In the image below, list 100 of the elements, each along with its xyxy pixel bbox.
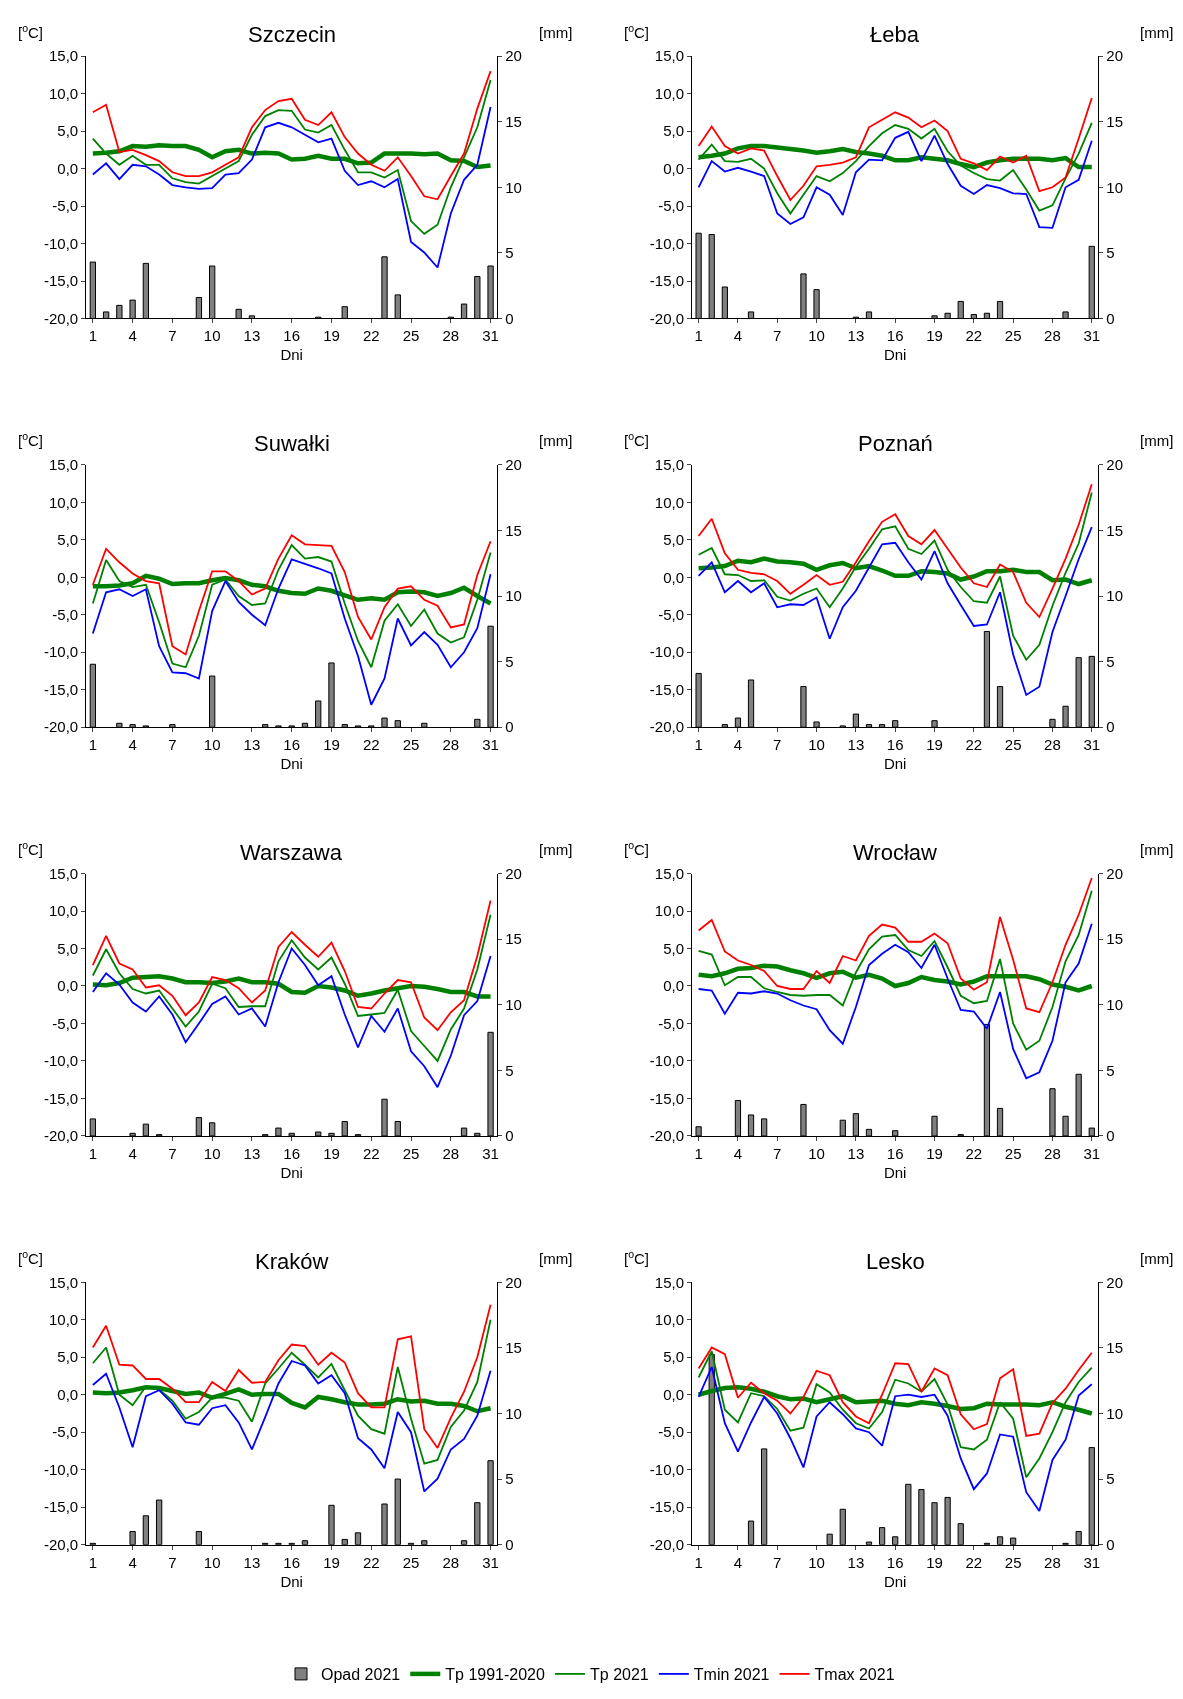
x-tick-label: 31: [482, 736, 499, 754]
y-tick-label: 5,0: [57, 531, 79, 549]
y-tick-label: -10,0: [44, 643, 79, 661]
y-tick-label: -15,0: [649, 680, 685, 698]
x-tick-label: 1: [88, 736, 98, 754]
y-tick-label: -15,0: [44, 1498, 79, 1516]
x-tick-label: 16: [283, 327, 301, 345]
x-tick-label: 4: [128, 1144, 137, 1162]
y2-tick-label: 10: [505, 1404, 522, 1422]
x-tick-label: 13: [243, 736, 261, 754]
y-tick-label: -10,0: [649, 643, 685, 661]
y-tick-label: 5,0: [663, 122, 685, 140]
y2-axis-title: [mm]: [1140, 1250, 1174, 1267]
x-tick-label: 25: [1004, 1553, 1022, 1571]
x-axis-title: Dni: [280, 346, 303, 364]
y2-tick-label: 20: [505, 1273, 522, 1291]
x-tick-label: 7: [168, 1144, 177, 1162]
y2-tick-label: 10: [505, 178, 522, 196]
y2-tick-label: 5: [505, 652, 514, 670]
x-tick-label: 7: [168, 327, 177, 345]
x-tick-label: 1: [694, 1144, 703, 1162]
y2-tick-label: 20: [1106, 864, 1124, 882]
x-tick-label: 4: [733, 736, 743, 754]
y2-tick-label: 20: [1106, 47, 1124, 65]
x-tick-label: 13: [243, 327, 261, 345]
y-tick-label: -5,0: [658, 1014, 685, 1032]
x-tick-label: 16: [886, 1144, 904, 1162]
y-axis-title: [$^{o}$C]: [624, 839, 650, 859]
x-tick-label: 19: [926, 327, 943, 345]
y-axis-title: [$^{o}$C]: [624, 1248, 650, 1268]
y-tick-label: -10,0: [44, 234, 79, 252]
x-tick-label: 4: [733, 1553, 743, 1571]
y-tick-label: -5,0: [658, 606, 685, 624]
y-tick-label: 10,0: [654, 493, 685, 511]
y2-tick-label: 15: [1106, 1339, 1124, 1357]
x-tick-label: 28: [1044, 1553, 1061, 1571]
y-tick-label: 10,0: [654, 1311, 685, 1328]
x-tick-label: 22: [965, 736, 983, 754]
y-tick-label: -20,0: [44, 309, 79, 327]
y2-tick-label: 20: [505, 456, 522, 474]
y2-tick-label: 10: [1106, 1404, 1124, 1422]
x-tick-label: 25: [402, 1553, 420, 1571]
legend-label: Tmin 2021: [693, 1666, 770, 1684]
x-tick-label: 13: [847, 1553, 865, 1571]
x-tick-label: 16: [283, 1553, 301, 1571]
y2-tick-label: 5: [1106, 1061, 1115, 1079]
y2-tick-label: 0: [1106, 309, 1115, 327]
y-tick-label: 0,0: [57, 159, 79, 177]
x-tick-label: 13: [243, 1553, 261, 1571]
x-tick-label: 31: [482, 1144, 499, 1162]
y-tick-label: -20,0: [44, 1535, 79, 1553]
y2-tick-label: 5: [505, 1470, 514, 1488]
y-tick-label: 10,0: [49, 84, 79, 102]
y-tick-label: 15,0: [49, 47, 79, 65]
y2-tick-label: 15: [505, 930, 522, 948]
chart-title: Suwałki: [254, 431, 330, 456]
x-tick-label: 1: [694, 327, 703, 345]
y-tick-label: 10,0: [654, 84, 685, 102]
x-tick-label: 28: [1044, 736, 1061, 754]
x-tick-label: 7: [773, 327, 782, 345]
x-tick-label: 31: [1083, 1144, 1101, 1162]
y2-tick-label: 0: [1106, 718, 1115, 736]
y-tick-label: -10,0: [649, 234, 685, 252]
y2-axis-title: [mm]: [539, 432, 573, 449]
y2-axis-title: [mm]: [539, 841, 573, 858]
y-tick-label: -5,0: [52, 197, 79, 215]
x-tick-label: 25: [402, 327, 420, 345]
legend-label: Tmax 2021: [814, 1666, 895, 1684]
y2-tick-label: 0: [505, 309, 514, 327]
x-axis-title: Dni: [280, 1163, 303, 1181]
x-tick-label: 19: [926, 1553, 943, 1571]
x-tick-label: 31: [1083, 1553, 1101, 1571]
y-tick-label: 0,0: [57, 1385, 79, 1403]
y-tick-label: 15,0: [654, 456, 685, 474]
y-tick-label: -10,0: [649, 1460, 685, 1478]
x-tick-label: 19: [323, 1144, 340, 1162]
x-tick-label: 1: [88, 1144, 98, 1162]
x-tick-label: 4: [733, 1144, 743, 1162]
x-tick-label: 22: [965, 327, 983, 345]
y-tick-label: 5,0: [57, 939, 79, 957]
y2-tick-label: 10: [1106, 587, 1124, 605]
y2-tick-label: 0: [505, 1127, 514, 1145]
y2-tick-label: 10: [1106, 996, 1124, 1013]
x-tick-label: 7: [168, 1553, 177, 1571]
x-tick-label: 13: [243, 1144, 261, 1162]
x-tick-label: 10: [808, 1553, 825, 1571]
x-tick-label: 28: [442, 1553, 460, 1571]
y2-tick-label: 15: [1106, 112, 1124, 130]
x-tick-label: 22: [362, 327, 380, 345]
legend-label: Tp 1991-2020: [445, 1666, 546, 1684]
y2-tick-label: 0: [1106, 1127, 1115, 1145]
x-tick-label: 1: [88, 1553, 98, 1571]
x-tick-label: 16: [283, 736, 301, 754]
x-tick-label: 25: [402, 736, 420, 754]
y-tick-label: 0,0: [663, 977, 685, 995]
x-axis-title: Dni: [883, 755, 907, 773]
x-axis-title: Dni: [883, 346, 907, 364]
chart-title: Kraków: [255, 1249, 329, 1274]
x-tick-label: 19: [926, 736, 943, 754]
x-tick-label: 28: [1044, 1144, 1061, 1162]
